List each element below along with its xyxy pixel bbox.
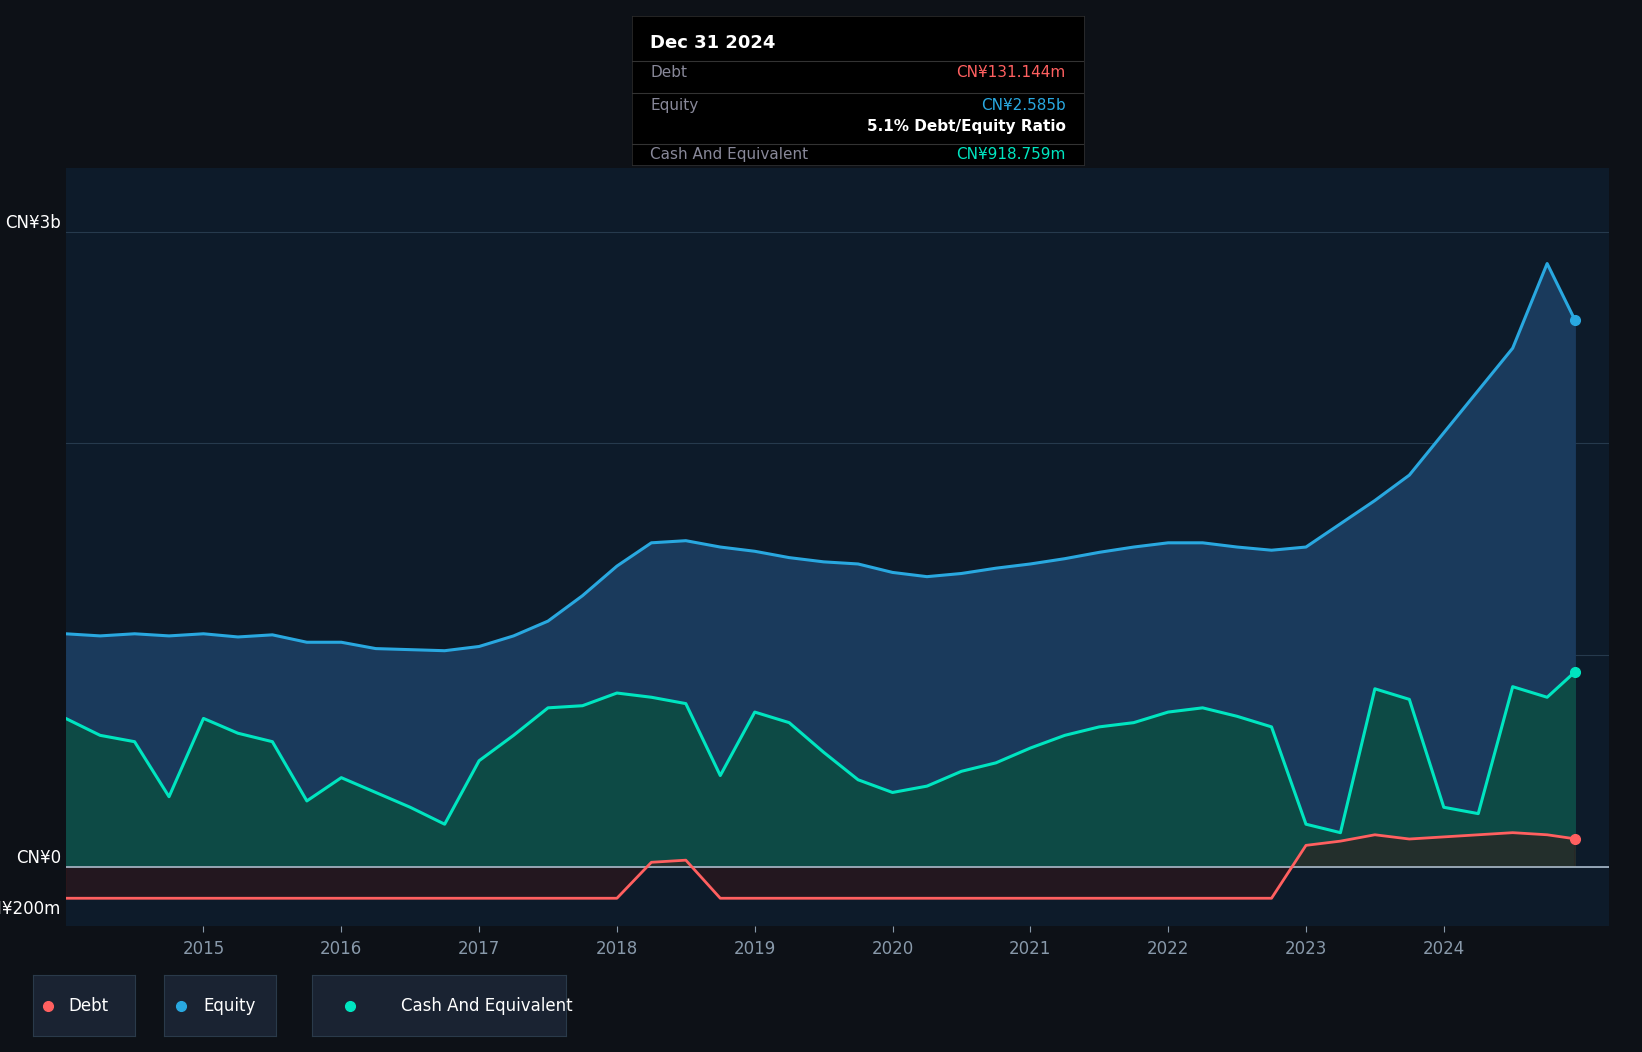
Text: CN¥918.759m: CN¥918.759m [956, 147, 1066, 162]
Text: Cash And Equivalent: Cash And Equivalent [650, 147, 808, 162]
Text: Debt: Debt [650, 65, 688, 80]
Text: 5.1% Debt/Equity Ratio: 5.1% Debt/Equity Ratio [867, 119, 1066, 134]
Text: Debt: Debt [69, 996, 108, 1015]
Text: Cash And Equivalent: Cash And Equivalent [401, 996, 573, 1015]
Text: CN¥3b: CN¥3b [5, 214, 61, 231]
Text: CN¥0: CN¥0 [16, 849, 61, 867]
Text: Equity: Equity [650, 98, 698, 113]
Text: Equity: Equity [204, 996, 256, 1015]
Text: Dec 31 2024: Dec 31 2024 [650, 34, 775, 52]
Text: -CN¥200m: -CN¥200m [0, 899, 61, 917]
Text: CN¥131.144m: CN¥131.144m [956, 65, 1066, 80]
Text: CN¥2.585b: CN¥2.585b [980, 98, 1066, 113]
